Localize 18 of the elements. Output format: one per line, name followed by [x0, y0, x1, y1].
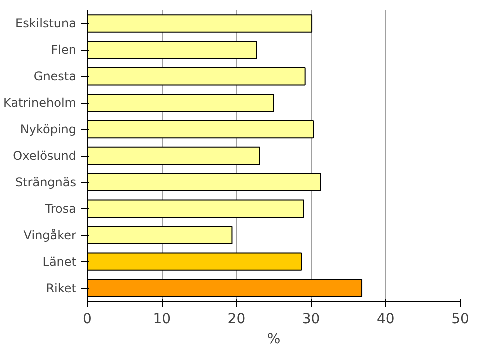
- x-tick-label: 30: [302, 312, 320, 328]
- y-tick-label: Oxelösund: [13, 149, 77, 163]
- y-tick-label: Riket: [46, 281, 77, 296]
- y-tick-label: Katrineholm: [4, 96, 77, 110]
- y-tick-label: Strängnäs: [15, 175, 77, 190]
- y-tick-label: Vingåker: [24, 228, 77, 242]
- x-tick-label: 0: [83, 312, 92, 328]
- x-tick-label: 20: [228, 312, 246, 328]
- x-axis-title: %: [267, 332, 281, 348]
- y-tick-label: Nyköping: [20, 122, 77, 137]
- y-tick-label: Flen: [51, 43, 77, 58]
- y-tick-label: Gnesta: [34, 70, 77, 84]
- x-tick-label: 40: [376, 312, 395, 328]
- x-tick-label: 10: [153, 312, 172, 328]
- x-tick-label: 50: [452, 312, 470, 328]
- y-tick-label: Trosa: [44, 202, 77, 216]
- y-tick-label: Länet: [42, 254, 77, 269]
- y-tick-label: Eskilstuna: [16, 16, 77, 31]
